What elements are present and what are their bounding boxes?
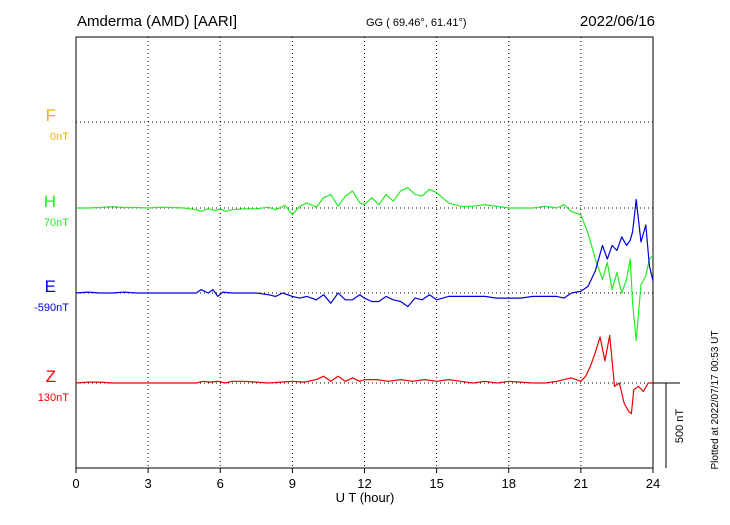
x-tick-label-6: 6 bbox=[217, 476, 224, 491]
station-title: Amderma (AMD) [AARI] bbox=[77, 13, 237, 30]
x-tick-label-15: 15 bbox=[429, 476, 443, 491]
x-axis-label: U T (hour) bbox=[336, 490, 395, 505]
x-tick-label-21: 21 bbox=[574, 476, 588, 491]
grid bbox=[76, 37, 653, 468]
plot-date: 2022/06/16 bbox=[580, 13, 655, 30]
series-group bbox=[75, 187, 654, 415]
channel-label-Z: Z bbox=[46, 367, 56, 386]
x-tick-label-3: 3 bbox=[145, 476, 152, 491]
channel-label-E: E bbox=[45, 277, 56, 296]
plotted-at-note: Plotted at 2022/07/17 00:53 UT bbox=[710, 331, 721, 470]
x-tick-label-12: 12 bbox=[357, 476, 371, 491]
series-Z bbox=[75, 334, 653, 415]
scale-bar-label: 500 nT bbox=[674, 409, 686, 444]
channel-baseline-H: 70nT bbox=[44, 217, 69, 229]
channel-label-H: H bbox=[44, 192, 56, 211]
channel-baseline-E: -590nT bbox=[34, 302, 69, 314]
station-coords: GG ( 69.46°, 61.41°) bbox=[366, 17, 467, 29]
channel-baseline-F: 0nT bbox=[50, 131, 69, 143]
channel-baseline-Z: 130nT bbox=[38, 392, 69, 404]
scale-bar: 500 nT bbox=[653, 382, 686, 468]
series-H bbox=[76, 187, 654, 342]
x-tick-label-18: 18 bbox=[502, 476, 516, 491]
series-E bbox=[75, 198, 654, 308]
x-tick-label-9: 9 bbox=[289, 476, 296, 491]
channel-labels: F 0nT H 70nT E -590nT Z 130nT bbox=[34, 106, 69, 404]
x-axis: 0 3 6 9 12 15 18 21 24 bbox=[72, 468, 660, 491]
x-tick-label-0: 0 bbox=[72, 476, 79, 491]
x-tick-label-24: 24 bbox=[646, 476, 660, 491]
channel-label-F: F bbox=[46, 106, 56, 125]
